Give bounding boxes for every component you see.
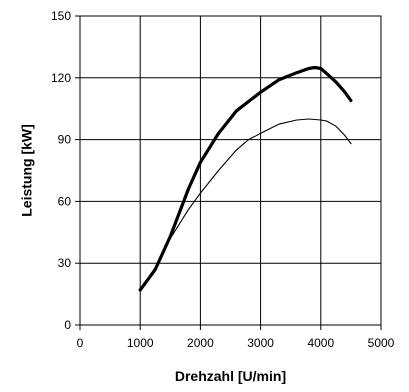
x-axis-title: Drehzahl [U/min] <box>175 368 286 384</box>
y-tick-label: 120 <box>51 71 71 85</box>
plot-frame <box>80 16 381 325</box>
y-axis-title: Leistung [kW] <box>19 124 35 217</box>
grid <box>80 16 381 325</box>
thick-series-line <box>140 68 351 291</box>
y-tick-label: 30 <box>58 256 72 270</box>
series-lines <box>140 68 351 291</box>
x-tick-label: 2000 <box>187 336 214 350</box>
x-tick-label: 1000 <box>127 336 154 350</box>
y-tick-label: 60 <box>58 194 72 208</box>
x-tick-label: 0 <box>77 336 84 350</box>
y-tick-label: 90 <box>58 133 72 147</box>
y-tick-label: 150 <box>51 9 71 23</box>
x-tick-label: 3000 <box>247 336 274 350</box>
y-tick-label: 0 <box>64 318 71 332</box>
thin-series-line <box>140 119 351 290</box>
tick-labels: 0 1000 2000 3000 4000 5000 0 30 60 90 120 150 <box>51 9 395 350</box>
x-tick-label: 5000 <box>368 336 395 350</box>
x-tick-label: 4000 <box>307 336 334 350</box>
